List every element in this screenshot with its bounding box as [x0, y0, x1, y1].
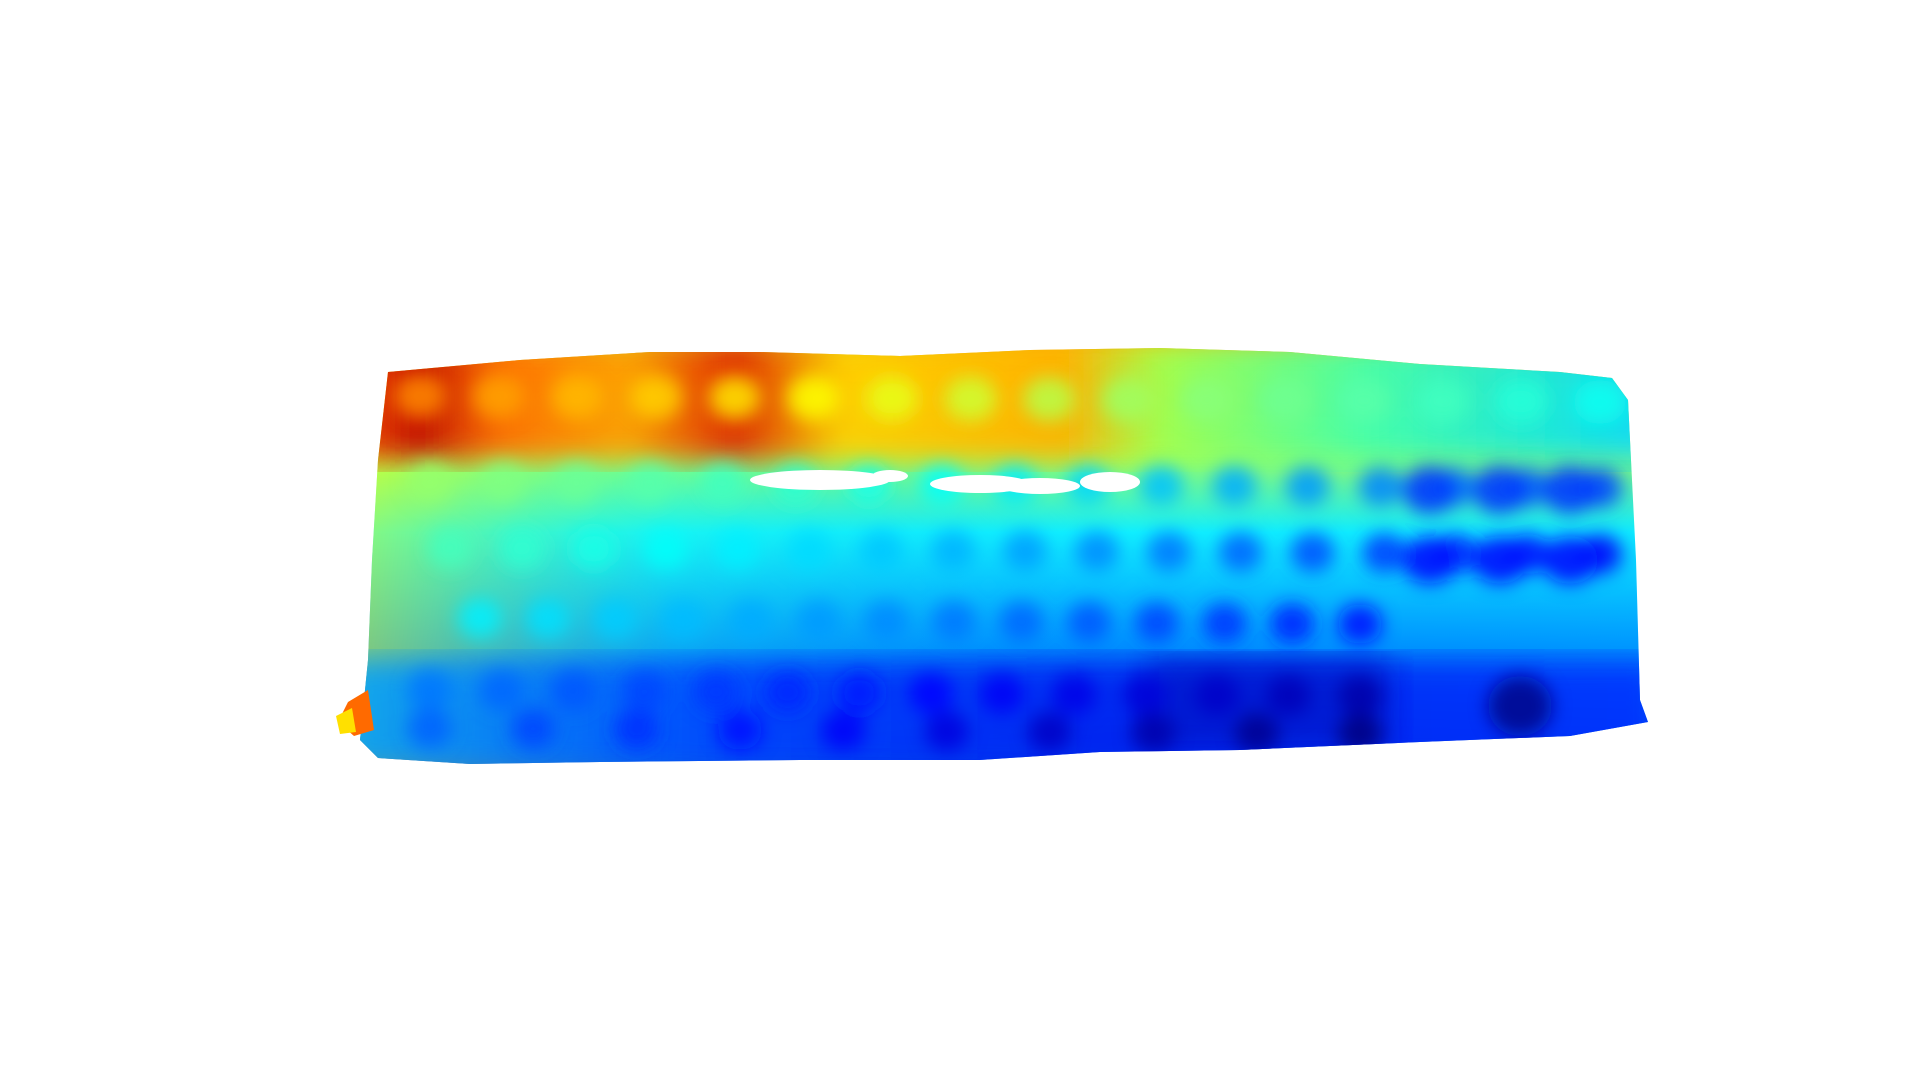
key-blob [1358, 466, 1403, 507]
key-blob [1270, 603, 1315, 644]
key-blob [458, 598, 502, 638]
key-blob [661, 599, 706, 640]
key-blob [924, 711, 969, 752]
key-blob [931, 530, 976, 571]
key-blob [1218, 532, 1263, 573]
key-blob [1290, 532, 1335, 573]
key-blob [1123, 674, 1168, 715]
key-blob [1495, 379, 1548, 424]
key-blob [694, 671, 739, 712]
key-blob [715, 529, 760, 570]
key-blob [1028, 712, 1072, 752]
key-blob [408, 708, 452, 748]
key-blob [408, 670, 452, 710]
key-blob [479, 670, 524, 711]
key-blob [511, 708, 556, 749]
key-blob [1259, 378, 1312, 423]
key-blob [1338, 676, 1382, 716]
keypad-key-blob [1402, 466, 1458, 514]
key-blob [1234, 713, 1279, 754]
key-blob [864, 600, 909, 641]
key-blob [1051, 674, 1096, 715]
key-blob [1362, 532, 1407, 573]
key-blob [1023, 377, 1076, 422]
key-blob [1146, 531, 1191, 572]
keypad-key-blob [1472, 536, 1528, 584]
key-blob [627, 463, 672, 504]
keypad-key-blob [1542, 536, 1598, 584]
key-blob [931, 601, 976, 642]
key-blob [708, 375, 761, 420]
key-blob [859, 530, 904, 571]
key-blob [622, 671, 667, 712]
key-blob [1202, 603, 1247, 644]
key-blob [643, 529, 688, 570]
key-blob [718, 710, 762, 750]
key-blob [999, 601, 1044, 642]
key-blob [428, 528, 472, 568]
key-blob [837, 672, 882, 713]
keypad-enter-blob [1488, 676, 1552, 736]
key-blob [571, 528, 616, 569]
key-blob [551, 374, 604, 419]
key-blob [765, 672, 810, 713]
key-blob [1212, 466, 1257, 507]
key-blob [1102, 377, 1154, 422]
key-blob [593, 598, 638, 639]
key-blob [787, 529, 832, 570]
key-blob [1131, 712, 1176, 753]
key-blob [408, 462, 452, 502]
key-blob [551, 670, 596, 711]
keypad-key-blob [1542, 466, 1598, 514]
key-blob [796, 600, 841, 641]
key-blob [1416, 379, 1469, 424]
key-blob [980, 673, 1025, 714]
key-blob [908, 673, 953, 714]
key-blob [1338, 714, 1382, 754]
key-blob [1194, 675, 1239, 716]
key-blob [630, 375, 682, 420]
key-blob [1338, 604, 1382, 644]
key-blob [1003, 531, 1047, 571]
key-blob [525, 598, 570, 639]
key-blob [472, 374, 525, 419]
key-blob [700, 463, 745, 504]
keypad-key-blob [1472, 466, 1528, 514]
keypad-key-blob [1402, 536, 1458, 584]
key-blob [1139, 465, 1184, 506]
key-blob [554, 462, 599, 503]
key-blob [866, 376, 918, 421]
key-blob [1134, 602, 1179, 643]
key-blob [1180, 378, 1233, 422]
key-blob [1074, 531, 1119, 572]
key-blob [1266, 675, 1311, 716]
key-blob [1338, 378, 1390, 423]
key-blob [944, 376, 997, 421]
key-blob [394, 374, 446, 418]
key-blob [499, 528, 544, 569]
key-blob [481, 462, 526, 503]
key-blob [728, 599, 773, 640]
key-blob [614, 709, 659, 750]
key-blob [1574, 380, 1626, 424]
key-blob [1067, 602, 1112, 643]
key-blob [821, 710, 866, 751]
key-blob [1285, 466, 1330, 507]
key-blob [787, 376, 840, 420]
